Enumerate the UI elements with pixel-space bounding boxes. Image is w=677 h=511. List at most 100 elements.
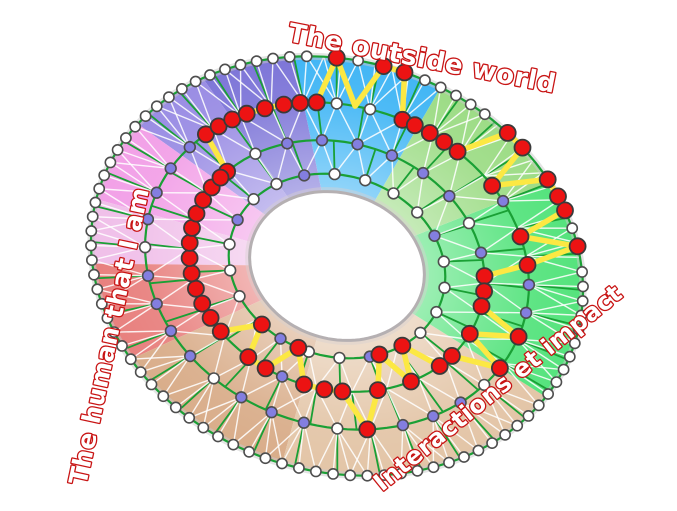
selected-node[interactable]: [370, 345, 389, 364]
wheel-node[interactable]: [351, 138, 364, 151]
selected-node[interactable]: [307, 93, 326, 112]
wheel-node[interactable]: [438, 281, 451, 294]
wheel-node[interactable]: [443, 456, 455, 469]
wheel-node[interactable]: [566, 222, 579, 235]
wheel-node[interactable]: [430, 305, 443, 319]
wheel-node[interactable]: [124, 353, 137, 366]
wheel-node[interactable]: [387, 187, 400, 200]
wheel-node[interactable]: [496, 194, 510, 208]
wheel-node[interactable]: [450, 89, 462, 102]
wheel-node[interactable]: [411, 206, 424, 219]
selected-node[interactable]: [442, 346, 461, 365]
wheel-node[interactable]: [385, 149, 399, 162]
selected-node[interactable]: [393, 336, 412, 355]
wheel-node[interactable]: [88, 268, 100, 281]
wheel-node[interactable]: [437, 255, 450, 268]
wheel-node[interactable]: [275, 370, 289, 383]
wheel-node[interactable]: [138, 241, 152, 254]
selected-node[interactable]: [180, 233, 199, 252]
wheel-node[interactable]: [227, 438, 240, 451]
wheel-node[interactable]: [550, 376, 563, 388]
selected-node[interactable]: [194, 191, 213, 209]
wheel-node[interactable]: [478, 108, 491, 121]
wheel-node[interactable]: [378, 469, 391, 481]
selected-node[interactable]: [374, 57, 393, 75]
selected-node[interactable]: [402, 372, 420, 391]
selected-node[interactable]: [193, 294, 212, 313]
wheel-node[interactable]: [223, 238, 236, 251]
wheel-node[interactable]: [522, 409, 535, 422]
wheel-node[interactable]: [568, 337, 581, 350]
selected-node[interactable]: [472, 297, 491, 316]
wheel-node[interactable]: [396, 418, 410, 432]
wheel-node[interactable]: [157, 390, 170, 403]
wheel-node[interactable]: [164, 162, 177, 175]
selected-node[interactable]: [182, 264, 201, 283]
selected-node[interactable]: [513, 138, 532, 157]
wheel-node[interactable]: [297, 416, 311, 429]
wheel-node[interactable]: [141, 269, 155, 282]
selected-node[interactable]: [274, 95, 293, 114]
selected-node[interactable]: [368, 381, 387, 400]
wheel-node[interactable]: [129, 120, 142, 133]
wheel-node[interactable]: [120, 132, 132, 144]
wheel-node[interactable]: [183, 140, 197, 154]
selected-node[interactable]: [327, 48, 346, 67]
wheel-node[interactable]: [183, 411, 196, 424]
wheel-node[interactable]: [292, 462, 305, 474]
wheel-node[interactable]: [98, 169, 111, 182]
wheel-node[interactable]: [145, 378, 158, 391]
wheel-node[interactable]: [443, 189, 456, 203]
wheel-node[interactable]: [267, 52, 279, 65]
wheel-node[interactable]: [572, 323, 585, 336]
wheel-node[interactable]: [274, 332, 287, 345]
selected-node[interactable]: [556, 201, 574, 220]
wheel-node[interactable]: [265, 406, 278, 419]
selected-node[interactable]: [333, 382, 352, 401]
wheel-node[interactable]: [169, 401, 182, 414]
wheel-node[interactable]: [330, 97, 343, 110]
wheel-node[interactable]: [150, 186, 163, 199]
selected-node[interactable]: [223, 110, 242, 129]
wheel-node[interactable]: [522, 278, 536, 291]
wheel-node[interactable]: [184, 349, 197, 363]
wheel-node[interactable]: [95, 297, 108, 310]
wheel-node[interactable]: [233, 290, 246, 303]
wheel-node[interactable]: [462, 216, 476, 230]
wheel-node[interactable]: [219, 63, 231, 76]
selected-node[interactable]: [460, 324, 479, 343]
wheel-node[interactable]: [108, 326, 120, 338]
selected-node[interactable]: [201, 308, 220, 327]
wheel-node[interactable]: [542, 388, 554, 400]
wheel-node[interactable]: [577, 280, 589, 293]
wheel-node[interactable]: [101, 312, 114, 324]
wheel-node[interactable]: [427, 409, 440, 423]
wheel-node[interactable]: [414, 326, 427, 339]
wheel-node[interactable]: [86, 210, 99, 223]
wheel-node[interactable]: [418, 74, 431, 87]
wheel-node[interactable]: [91, 283, 104, 296]
wheel-node[interactable]: [458, 451, 470, 463]
selected-node[interactable]: [511, 227, 530, 246]
wheel-node[interactable]: [333, 351, 346, 365]
wheel-node[interactable]: [327, 467, 339, 480]
wheel-node[interactable]: [204, 69, 216, 81]
wheel-node[interactable]: [175, 83, 188, 95]
wheel-node[interactable]: [416, 166, 430, 180]
selected-node[interactable]: [448, 142, 467, 161]
selected-node[interactable]: [518, 255, 537, 274]
wheel-node[interactable]: [557, 363, 570, 376]
selected-node[interactable]: [180, 249, 199, 268]
wheel-node[interactable]: [464, 98, 477, 111]
wheel-node[interactable]: [111, 143, 124, 156]
wheel-node[interactable]: [243, 445, 255, 458]
wheel-node[interactable]: [344, 469, 357, 482]
wheel-node[interactable]: [300, 50, 313, 63]
wheel-node[interactable]: [298, 169, 311, 182]
wheel-node[interactable]: [134, 366, 147, 378]
wheel-node[interactable]: [281, 137, 294, 150]
selected-node[interactable]: [490, 359, 509, 378]
selected-node[interactable]: [252, 315, 271, 334]
selected-node[interactable]: [295, 375, 313, 394]
wheel-node[interactable]: [93, 182, 106, 195]
